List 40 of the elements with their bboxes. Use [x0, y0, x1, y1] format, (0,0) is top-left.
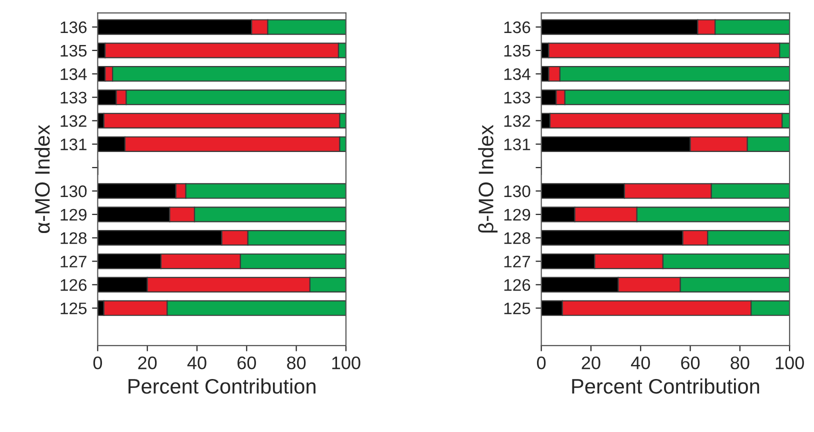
y-tick-label: 125 — [60, 302, 87, 314]
y-tick-label: 129 — [60, 208, 86, 221]
y-tick-label: 127 — [60, 256, 86, 268]
y-tick-label: 130 — [504, 185, 530, 198]
y-axis-title: α-MO Index — [34, 124, 50, 234]
y-tick-label: 131 — [504, 138, 530, 150]
x-tick-label: 40 — [630, 356, 650, 370]
x-axis-title: Percent Contribution — [572, 378, 760, 394]
y-tick-label: 126 — [504, 279, 530, 291]
y-tick-label: 134 — [504, 68, 530, 80]
x-tick-label: 60 — [681, 356, 700, 370]
y-tick-label: 126 — [60, 279, 87, 291]
y-tick-label: 132 — [60, 115, 86, 127]
x-tick-label: 40 — [187, 356, 206, 370]
y-tick-label: 135 — [504, 44, 530, 57]
x-axis-title: Percent Contribution — [128, 378, 316, 394]
x-tick-label: 80 — [287, 356, 306, 370]
y-tick-label: 127 — [504, 256, 530, 268]
y-tick-label: 128 — [504, 232, 530, 244]
y-tick-label: 134 — [60, 68, 87, 80]
y-tick-label: 130 — [60, 185, 87, 198]
y-tick-label: 129 — [504, 208, 530, 221]
x-tick-label: 100 — [776, 356, 804, 370]
x-tick-label: 80 — [730, 356, 750, 370]
y-tick-label: 132 — [504, 115, 530, 127]
y-tick-label: 133 — [504, 92, 530, 104]
x-tick-label: 0 — [93, 356, 102, 370]
x-tick-label: 20 — [582, 356, 600, 370]
x-tick-label: 100 — [332, 356, 360, 370]
y-tick-label: 133 — [60, 92, 87, 104]
y-tick-label: 131 — [60, 138, 86, 150]
y-axis-title: β-MO Index — [478, 124, 498, 232]
x-tick-label: 60 — [238, 356, 256, 370]
y-tick-label: 136 — [60, 21, 87, 34]
y-tick-label: 135 — [60, 44, 87, 57]
y-tick-label: 125 — [504, 302, 530, 314]
y-tick-label: 136 — [504, 21, 530, 34]
x-tick-label: 0 — [536, 356, 546, 370]
y-tick-label: 128 — [60, 232, 87, 244]
x-tick-label: 20 — [138, 356, 157, 370]
